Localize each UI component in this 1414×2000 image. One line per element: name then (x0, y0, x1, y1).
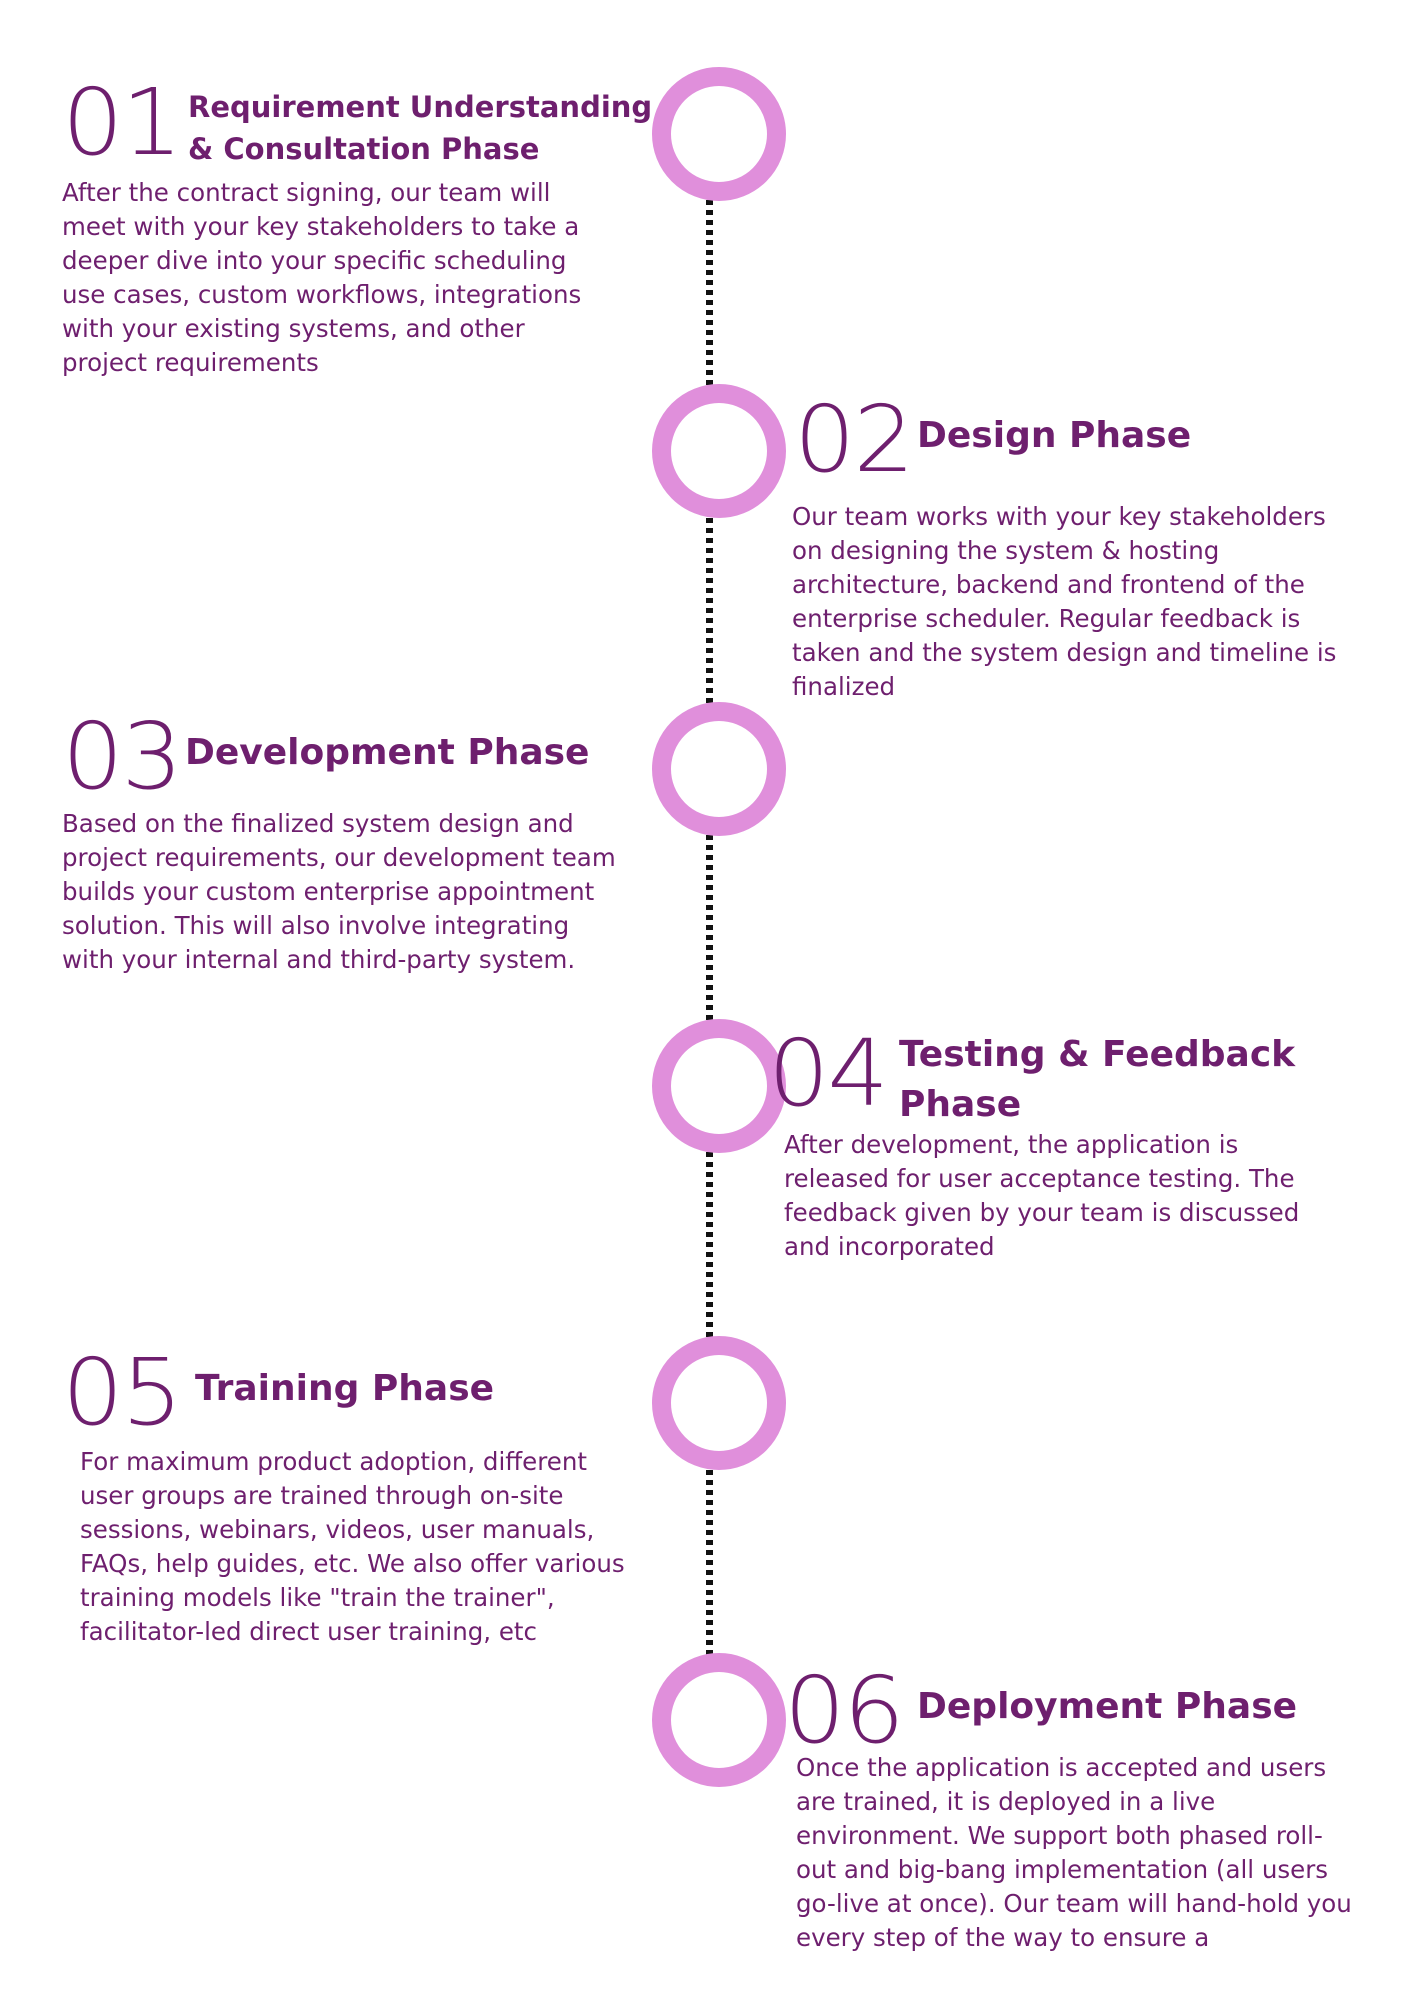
phase-title: Training Phase (195, 1368, 495, 1409)
phase-description: For maximum product adoption, different … (80, 1447, 625, 1646)
timeline-node-03 (652, 702, 786, 836)
phase-number: 02 (794, 386, 915, 493)
timeline-connector (706, 1450, 713, 1655)
phase-description: After the contract signing, our team wil… (62, 178, 582, 377)
timeline-connector (706, 815, 713, 1020)
phase-title: Requirement Understanding & Consultation… (188, 90, 653, 166)
timeline-connector (706, 1132, 713, 1337)
timeline-node-04 (652, 1019, 786, 1153)
timeline-connector (706, 180, 713, 385)
phase-description: Based on the finalized system design and… (62, 809, 616, 974)
timeline-node-06 (652, 1653, 786, 1787)
timeline-node-01 (652, 67, 786, 201)
phase-number: 06 (784, 1657, 905, 1764)
phase-title: Testing & Feedback Phase (899, 1034, 1296, 1125)
phase-description: Our team works with your key stakeholder… (792, 502, 1337, 701)
phase-description: After development, the application is re… (784, 1130, 1300, 1261)
timeline-node-02 (652, 384, 786, 518)
phase-number: 03 (62, 703, 183, 810)
timeline-node-05 (652, 1336, 786, 1470)
phase-title: Development Phase (185, 732, 590, 773)
phase-title: Design Phase (917, 415, 1192, 456)
phase-number: 01 (62, 69, 183, 176)
phase-title: Deployment Phase (917, 1686, 1298, 1727)
phase-number: 04 (768, 1020, 889, 1127)
timeline-connector (706, 498, 713, 703)
phase-description: Once the application is accepted and use… (796, 1753, 1352, 1952)
phase-number: 05 (62, 1339, 183, 1446)
